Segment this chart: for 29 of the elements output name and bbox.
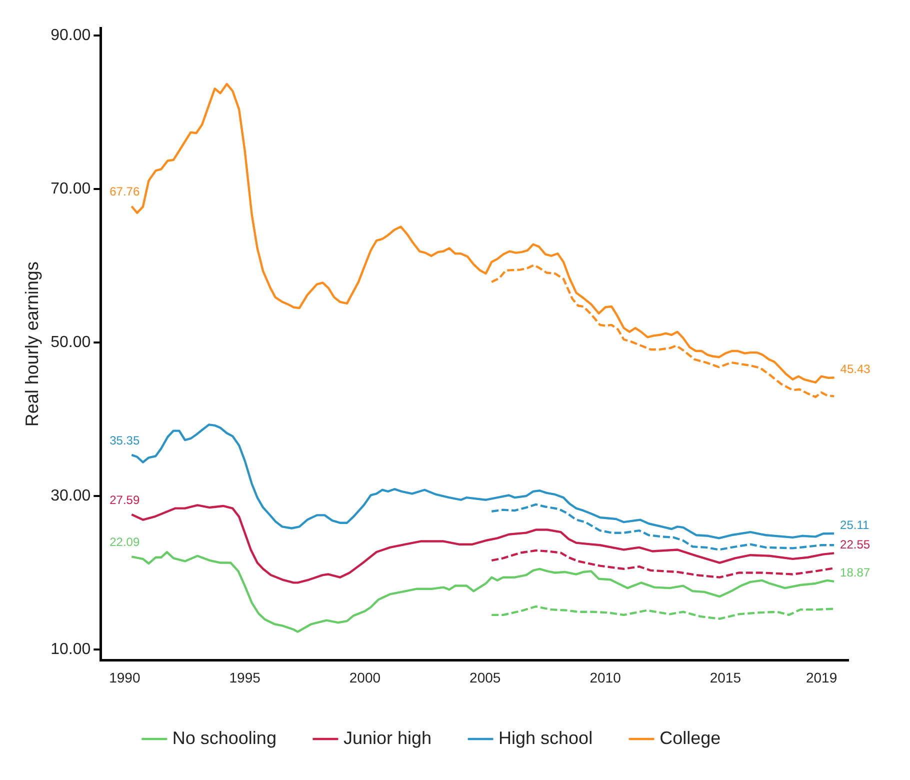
x-tick-label: 1990 — [109, 669, 140, 686]
x-tick-label: 2000 — [349, 669, 381, 686]
annotation: 22.55 — [840, 537, 870, 552]
x-tick-label: 2005 — [470, 669, 501, 686]
legend-label: No schooling — [172, 728, 276, 748]
annotation: 27.59 — [110, 492, 140, 507]
y-tick-label: 70.00 — [50, 180, 91, 198]
annotation: 45.43 — [840, 362, 871, 376]
line-series — [490, 503, 836, 551]
y-tick-label: 30.00 — [50, 487, 91, 504]
y-tick-label: 90.00 — [50, 27, 91, 44]
annotation: 35.35 — [110, 433, 140, 448]
y-tick-label: 50.00 — [50, 334, 91, 351]
x-tick-label: 1995 — [229, 669, 261, 686]
annotation: 67.76 — [110, 184, 140, 199]
x-tick-label: 2019 — [806, 669, 838, 686]
legend-label: College — [660, 728, 721, 748]
x-tick-label: 2015 — [710, 669, 742, 686]
y-axis-title: Real hourly earnings — [22, 262, 42, 427]
annotation: 22.09 — [110, 535, 140, 550]
legend-label: High school — [498, 728, 593, 748]
line-series — [490, 264, 836, 398]
annotation: 18.87 — [840, 566, 870, 580]
line-series — [490, 605, 836, 620]
annotation: 25.11 — [840, 518, 870, 532]
x-tick-label: 2010 — [590, 669, 622, 686]
line-series — [490, 549, 836, 578]
y-tick-label: 10.00 — [50, 640, 91, 658]
legend-label: Junior high — [343, 728, 432, 748]
